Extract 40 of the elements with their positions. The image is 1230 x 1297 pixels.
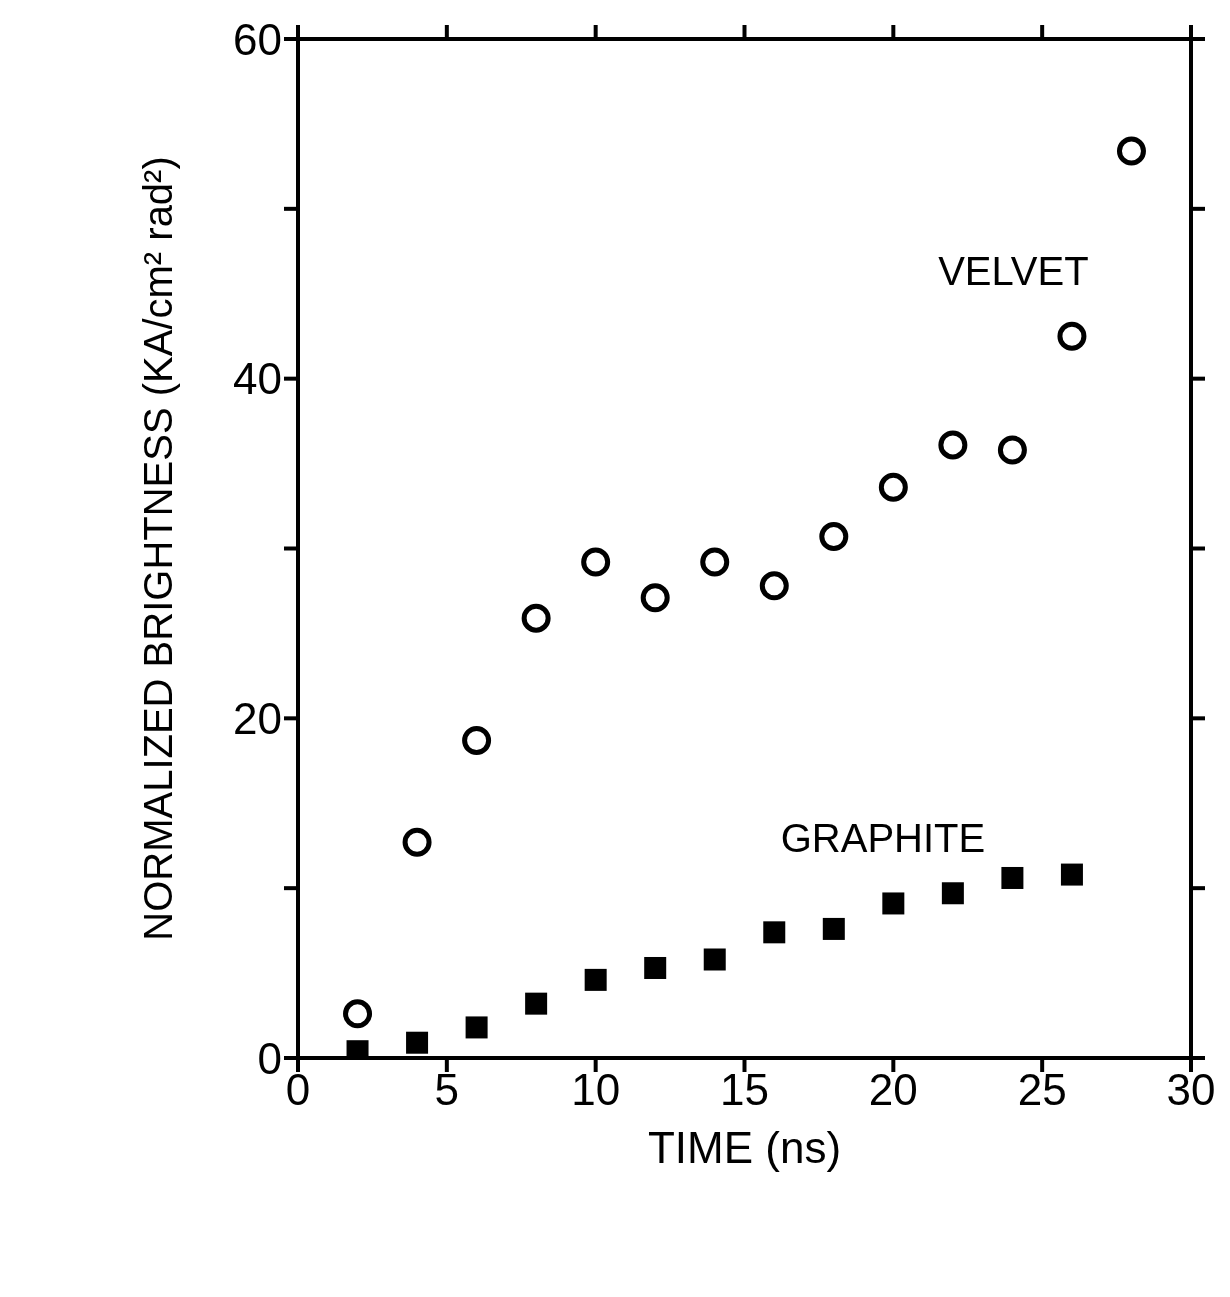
x-tick-label: 10 [571,1065,621,1115]
x-tick-label: 30 [1166,1065,1216,1115]
point [878,472,908,502]
point [402,827,432,857]
point [521,603,551,633]
point [1001,866,1024,889]
point [1116,136,1146,166]
point [882,892,905,915]
y-tick-label: 0 [257,1033,282,1083]
point [822,917,845,940]
point [640,583,670,613]
point [584,968,607,991]
point [703,948,726,971]
point [700,547,730,577]
x-axis-title: TIME (ns) [647,1123,842,1172]
point [941,882,964,905]
point [819,522,849,552]
point [406,1031,429,1054]
point [343,999,373,1029]
y-tick-label: 20 [233,693,282,743]
series-label: VELVET [938,248,1089,293]
point [581,547,611,577]
point [759,571,789,601]
y-tick-label: 60 [233,14,282,64]
point [1060,863,1083,886]
point [938,430,968,460]
series-label: GRAPHITE [780,815,986,860]
point [997,435,1027,465]
x-tick-label: 5 [434,1065,460,1115]
x-tick-label: 25 [1017,1065,1067,1115]
x-tick-label: 15 [720,1065,769,1115]
point [462,725,492,755]
point [1057,321,1087,351]
point [763,921,786,944]
point [465,1016,488,1039]
point [525,992,548,1015]
y-axis-title: NORMALIZED BRIGHTNESS (KA/cm² rad²) [136,156,181,941]
x-tick-label: 20 [868,1065,918,1115]
point [644,956,667,979]
y-tick-label: 40 [233,354,282,404]
